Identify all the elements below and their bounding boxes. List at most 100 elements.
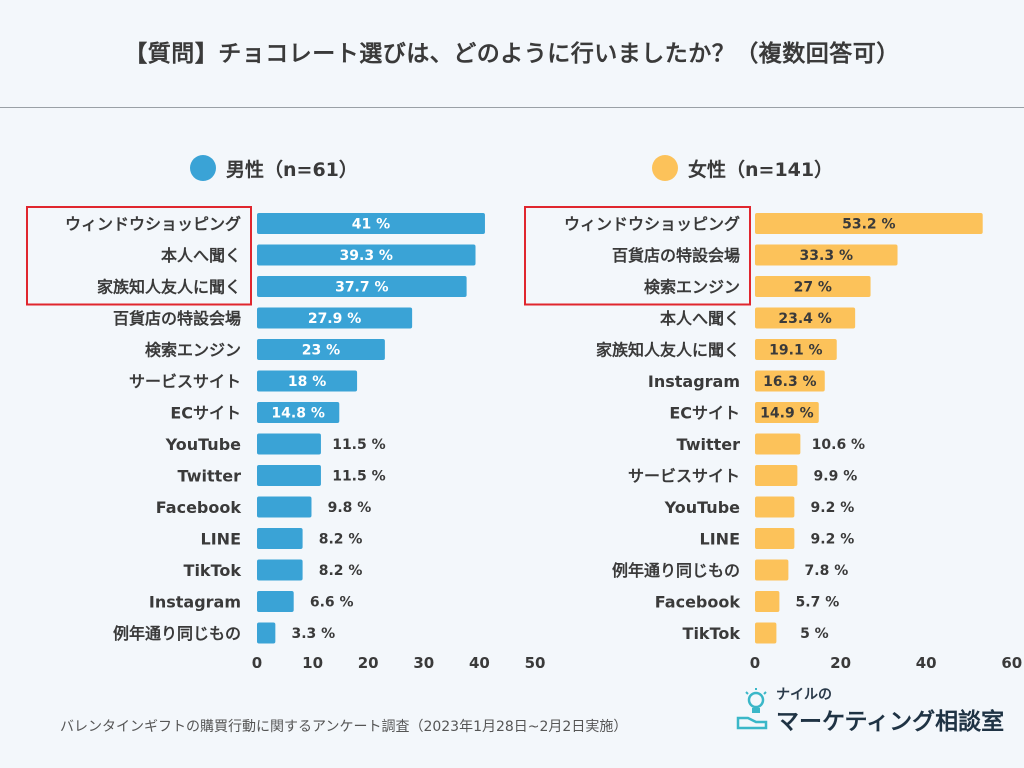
male-axis-tick: 50 (525, 654, 546, 672)
female-category-label: Twitter (677, 435, 741, 454)
female-value-label: 7.8 % (805, 563, 849, 579)
male-category-label: サービスサイト (129, 372, 241, 391)
male-category-label: 本人へ聞く (161, 246, 241, 265)
female-category-label: TikTok (683, 624, 741, 643)
female-value-label: 9.2 % (811, 500, 855, 516)
female-highlight-box (524, 206, 751, 306)
lightbulb-hand-icon (736, 688, 768, 730)
male-value-label: 23 % (302, 343, 340, 359)
male-value-label: 39.3 % (340, 248, 393, 264)
legend-male: 男性（n=61） (190, 153, 358, 183)
female-axis-tick: 0 (750, 654, 760, 672)
female-bar (755, 307, 856, 329)
female-value-label: 16.3 % (763, 374, 816, 390)
male-value-label: 41 % (352, 217, 390, 233)
male-axis-tick: 10 (302, 654, 323, 672)
male-axis-tick: 20 (358, 654, 379, 672)
female-axis-tick: 20 (830, 654, 851, 672)
male-bar (257, 622, 276, 644)
female-bar (755, 559, 789, 581)
female-bar (755, 339, 837, 360)
logo-main-word: マーケティング (776, 709, 936, 735)
male-category-label: ウィンドウショッピング (65, 215, 241, 234)
male-bar (257, 528, 303, 549)
female-bar (755, 528, 795, 549)
female-category-label: ECサイト (669, 404, 740, 423)
male-highlight-box (26, 206, 252, 306)
male-category-label: TikTok (184, 561, 242, 580)
male-bar (257, 496, 312, 518)
female-bar (755, 244, 898, 266)
female-bar (755, 213, 983, 234)
female-category-label: 本人へ聞く (660, 309, 740, 328)
male-bar (257, 433, 321, 455)
female-category-label: 例年通り同じもの (612, 561, 740, 580)
female-value-label: 9.9 % (814, 469, 858, 485)
male-bar (257, 213, 485, 234)
male-category-label: 家族知人友人に聞く (97, 278, 241, 297)
legend-female: 女性（n=141） (652, 153, 833, 183)
female-category-label: 百貨店の特設会場 (612, 246, 740, 265)
male-bar (257, 307, 413, 329)
male-value-label: 11.5 % (332, 437, 385, 453)
male-bar (257, 244, 476, 266)
male-value-label: 3.3 % (291, 626, 335, 642)
male-bar (257, 559, 303, 581)
legend-female-dot (652, 155, 678, 181)
male-bar (257, 339, 385, 360)
male-value-label: 18 % (288, 374, 326, 390)
female-bar (755, 622, 777, 644)
male-value-label: 6.6 % (310, 595, 354, 611)
female-category-label: Instagram (648, 372, 740, 391)
male-category-label: 検索エンジン (145, 341, 241, 360)
male-value-label: 27.9 % (308, 311, 361, 327)
female-bar (755, 433, 801, 455)
female-category-label: ウィンドウショッピング (564, 215, 740, 234)
male-category-label: YouTube (165, 435, 242, 454)
male-bar (257, 276, 467, 297)
male-bar (257, 465, 321, 486)
male-value-label: 9.8 % (328, 500, 372, 516)
female-value-label: 9.2 % (811, 532, 855, 548)
female-value-label: 5 % (800, 626, 829, 642)
male-bar (257, 370, 358, 392)
brand-logo: ナイルの マーケティング相談室 (736, 684, 1006, 744)
female-bar (755, 370, 825, 392)
legend-female-label: 女性（n=141） (688, 158, 834, 181)
female-value-label: 27 % (794, 280, 832, 296)
male-category-label: 百貨店の特設会場 (113, 309, 241, 328)
female-bar (755, 402, 819, 423)
source-note: バレンタインギフトの購買行動に関するアンケート調査（2023年1月28日~2月2… (60, 719, 628, 735)
male-axis-tick: 40 (469, 654, 490, 672)
male-bar (257, 591, 294, 612)
male-category-label: ECサイト (170, 404, 241, 423)
female-category-label: 家族知人友人に聞く (596, 341, 740, 360)
female-value-label: 33.3 % (800, 248, 853, 264)
male-bar (257, 402, 340, 423)
male-category-label: Instagram (149, 593, 241, 612)
female-category-label: LINE (700, 530, 740, 549)
male-category-label: Twitter (178, 467, 242, 486)
legend-male-dot (190, 155, 216, 181)
male-value-label: 11.5 % (332, 469, 385, 485)
male-category-label: LINE (201, 530, 241, 549)
female-bar (755, 591, 780, 612)
female-category-label: 検索エンジン (644, 278, 740, 297)
logo-main-text: マーケティング相談室 (776, 702, 1004, 736)
chart-title: 【質問】チョコレート選びは、どのように行いましたか？（複数回答可） (124, 41, 900, 67)
title-divider (0, 107, 1024, 108)
male-value-label: 14.8 % (271, 406, 324, 422)
female-value-label: 5.7 % (796, 595, 840, 611)
female-bar (755, 465, 798, 486)
male-axis-tick: 0 (252, 654, 262, 672)
female-value-label: 14.9 % (760, 406, 813, 422)
female-bar (755, 496, 795, 518)
male-value-label: 8.2 % (319, 563, 363, 579)
female-value-label: 10.6 % (812, 437, 865, 453)
logo-top-text: ナイルの (776, 687, 832, 703)
female-axis-tick: 40 (916, 654, 937, 672)
female-bar (755, 276, 871, 297)
female-category-label: YouTube (664, 498, 741, 517)
male-category-label: Facebook (156, 498, 242, 517)
